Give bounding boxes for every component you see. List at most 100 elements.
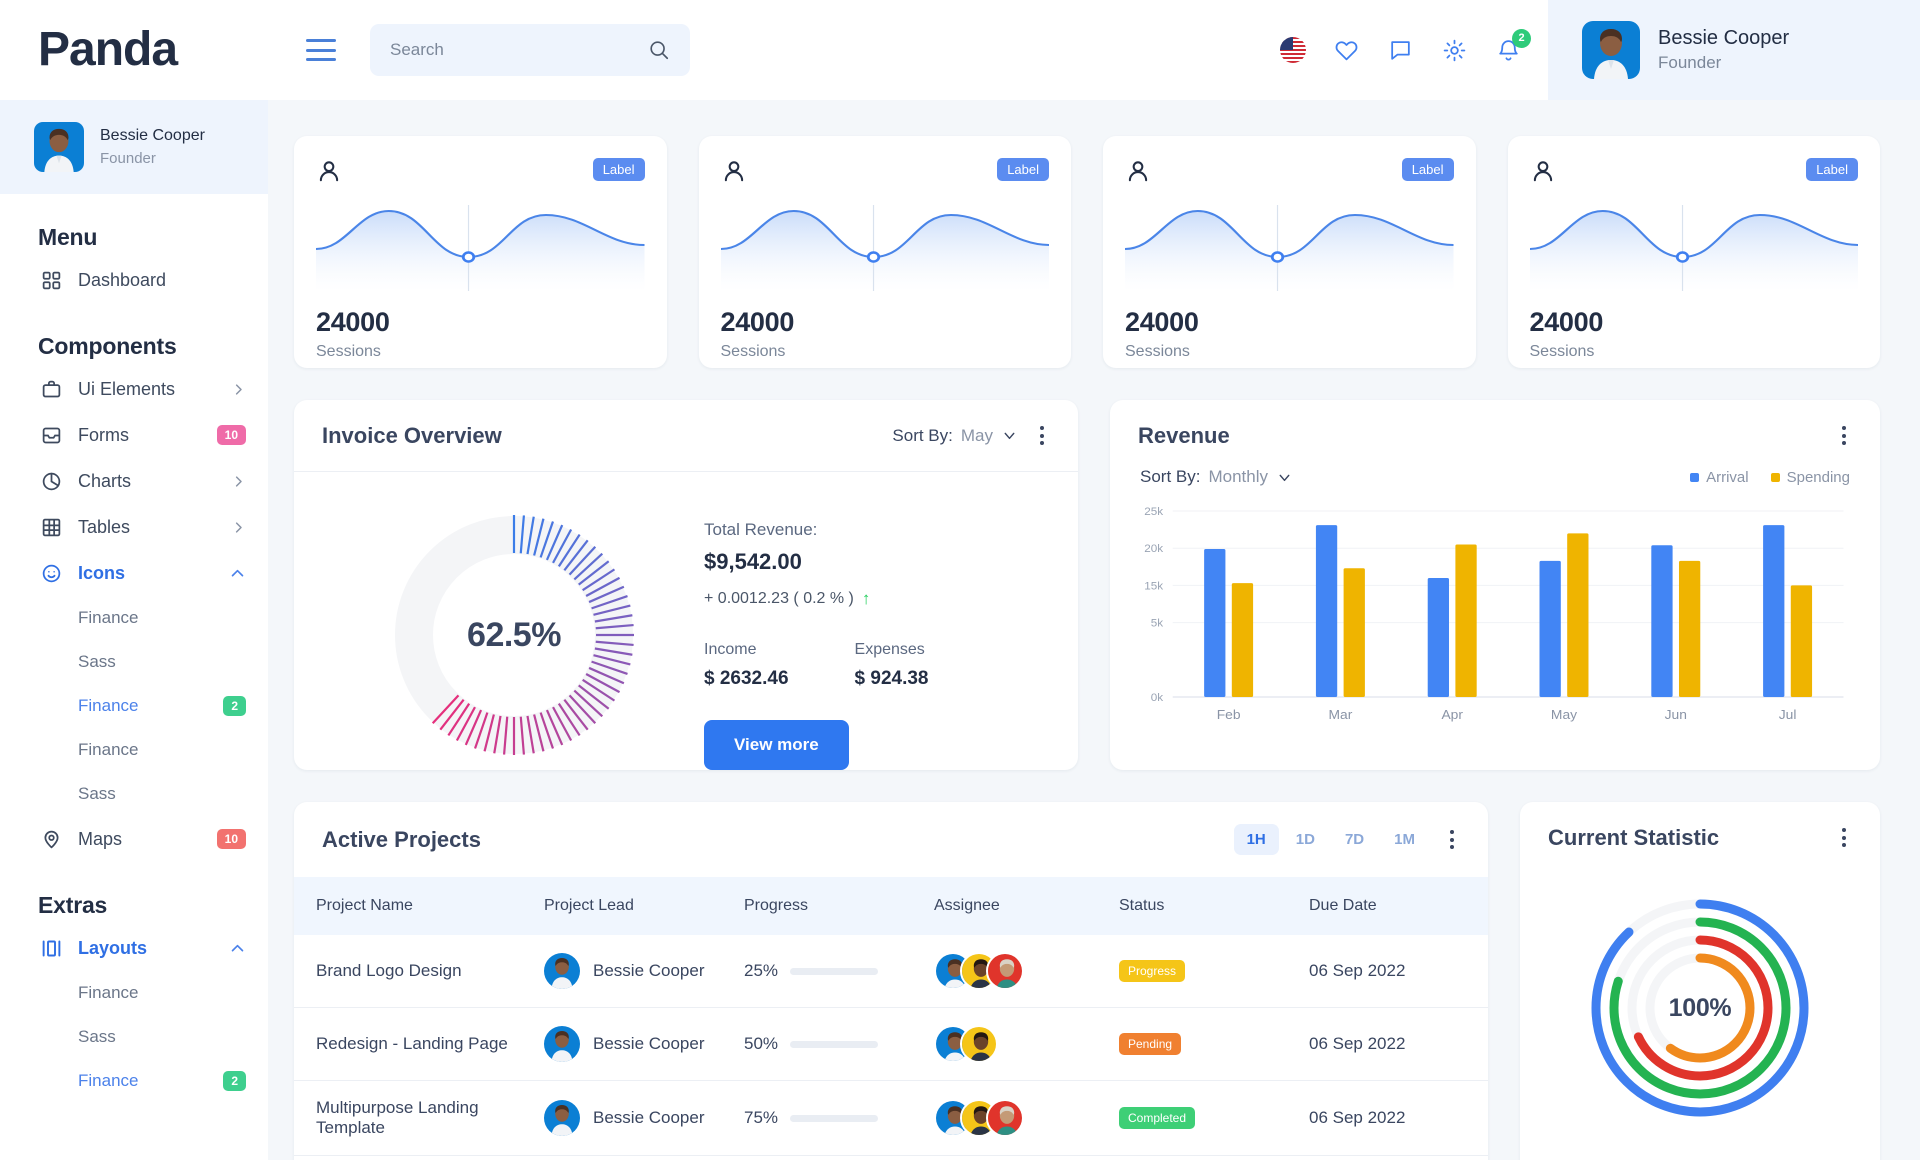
menu-toggle-icon[interactable] bbox=[306, 39, 336, 61]
sidebar-subitem-label: Finance bbox=[78, 1071, 139, 1090]
sidebar-item-maps[interactable]: Maps 10 bbox=[0, 816, 268, 862]
filter-7d[interactable]: 7D bbox=[1344, 831, 1365, 848]
svg-text:Jul: Jul bbox=[1779, 707, 1797, 722]
cell-assignee bbox=[934, 1155, 1119, 1160]
filter-1d[interactable]: 1D bbox=[1295, 831, 1315, 848]
table-row[interactable]: Brand Logo Design Bessie Cooper 25% Progres… bbox=[294, 935, 1488, 1008]
cell-project-lead: Bessie Cooper bbox=[544, 1155, 744, 1160]
col-assignee[interactable]: Assignee bbox=[934, 877, 1119, 935]
table-row[interactable]: Redesign - Landing Page Bessie Cooper 50% P… bbox=[294, 1007, 1488, 1081]
sidebar-subitem-layout-finance-1[interactable]: Finance bbox=[0, 971, 268, 1015]
projects-more-menu-icon[interactable] bbox=[1444, 826, 1460, 853]
chevron-right-icon[interactable] bbox=[231, 382, 246, 397]
sidebar-subitem-finance-2[interactable]: Finance 2 bbox=[0, 684, 268, 728]
chevron-up-icon[interactable] bbox=[229, 565, 246, 582]
filter-1m[interactable]: 1M bbox=[1394, 831, 1415, 848]
invoice-sort-dropdown[interactable]: Sort By: May bbox=[892, 426, 1018, 446]
brand-zone: Panda bbox=[0, 0, 268, 100]
chevron-down-icon[interactable] bbox=[1001, 427, 1018, 444]
projects-table: Project Name Project Lead Progress Assig… bbox=[294, 877, 1488, 1160]
user-icon bbox=[1125, 158, 1151, 189]
table-row[interactable]: Multipurpose Landing Template Bessie Coop… bbox=[294, 1080, 1488, 1156]
sort-value: May bbox=[960, 425, 993, 445]
sidebar-item-layouts[interactable]: Layouts bbox=[0, 925, 268, 971]
profile-chip[interactable]: Bessie Cooper Founder bbox=[1548, 0, 1920, 100]
sidebar-item-tables[interactable]: Tables bbox=[0, 504, 268, 550]
svg-text:Mar: Mar bbox=[1329, 707, 1353, 722]
stat-card[interactable]: Label 24000 Sessions bbox=[698, 136, 1071, 368]
sidebar-subitem-layout-finance-2[interactable]: Finance 2 bbox=[0, 1059, 268, 1103]
cell-due-date: 06 Sep 2022 bbox=[1309, 1007, 1488, 1081]
revenue-bar-chart: 25k 20k 15k 5k 0k Feb Mar Apr May Jun Jul bbox=[1110, 487, 1880, 736]
stat-card-label: Label bbox=[1401, 158, 1454, 181]
sidebar-item-label: Dashboard bbox=[78, 269, 167, 290]
revenue-more-menu-icon[interactable] bbox=[1836, 422, 1852, 449]
sidebar-subitem-label: Sass bbox=[78, 784, 116, 803]
heart-icon[interactable] bbox=[1333, 37, 1360, 64]
chevron-up-icon[interactable] bbox=[229, 940, 246, 957]
active-projects-panel: Active Projects 1H 1D 7D 1M bbox=[294, 802, 1488, 1160]
stat-card-value: 24000 bbox=[720, 307, 795, 337]
legend-item-arrival: Arrival bbox=[1690, 469, 1749, 486]
stat-card[interactable]: Label 24000 Sessions bbox=[1103, 136, 1476, 368]
sidebar-profile[interactable]: Bessie Cooper Founder bbox=[0, 100, 268, 194]
sort-label: Sort By: bbox=[892, 425, 953, 445]
sidebar-item-icons[interactable]: Icons bbox=[0, 550, 268, 596]
middle-row: Invoice Overview Sort By: May bbox=[294, 400, 1880, 770]
status-badge: Pending bbox=[1119, 1033, 1182, 1055]
chevron-right-icon[interactable] bbox=[231, 520, 246, 535]
col-project-name[interactable]: Project Name bbox=[294, 877, 544, 935]
cell-due-date: 06 Sep 2022 bbox=[1309, 935, 1488, 1008]
gear-icon[interactable] bbox=[1441, 37, 1468, 64]
cell-assignee bbox=[934, 1080, 1119, 1156]
sidebar-subitem-finance-3[interactable]: Finance bbox=[0, 728, 268, 772]
sidebar-section-extras: Extras bbox=[38, 892, 108, 918]
sidebar-subitem-finance-1[interactable]: Finance bbox=[0, 596, 268, 640]
stat-card[interactable]: Label 24000 Se bbox=[294, 136, 667, 368]
stat-card-value: 24000 bbox=[1125, 307, 1199, 337]
sidebar-subitem-label: Sass bbox=[78, 1027, 116, 1046]
sidebar-item-charts[interactable]: Charts bbox=[0, 458, 268, 504]
col-due-date[interactable]: Due Date bbox=[1309, 877, 1488, 935]
revenue-sort-dropdown[interactable]: Sort By: Monthly bbox=[1140, 467, 1293, 487]
invoice-more-menu-icon[interactable] bbox=[1034, 422, 1050, 449]
bell-icon[interactable]: 2 bbox=[1495, 28, 1531, 64]
cell-status: Progress bbox=[1119, 935, 1309, 1008]
sidebar-subitem-sass-2[interactable]: Sass bbox=[0, 772, 268, 816]
view-more-button[interactable]: View more bbox=[704, 720, 849, 770]
app-logo[interactable]: Panda bbox=[38, 23, 178, 76]
sidebar-item-dashboard[interactable]: Dashboard bbox=[0, 257, 268, 303]
sidebar-item-ui-elements[interactable]: Ui Elements bbox=[0, 366, 268, 412]
col-status[interactable]: Status bbox=[1119, 877, 1309, 935]
chevron-down-icon[interactable] bbox=[1276, 469, 1293, 486]
col-progress[interactable]: Progress bbox=[744, 877, 934, 935]
sidebar-subitem-sass-1[interactable]: Sass bbox=[0, 640, 268, 684]
progress-bar bbox=[790, 1040, 879, 1048]
statistic-more-menu-icon[interactable] bbox=[1836, 824, 1852, 851]
filter-1h[interactable]: 1H bbox=[1233, 824, 1279, 855]
top-bar: Panda bbox=[0, 0, 1920, 100]
cell-project-lead: Bessie Cooper bbox=[544, 1080, 744, 1156]
col-project-lead[interactable]: Project Lead bbox=[544, 877, 744, 935]
sidebar-subitem-layout-sass-1[interactable]: Sass bbox=[0, 1015, 268, 1059]
stat-card-caption: Sessions bbox=[1529, 343, 1595, 360]
search-icon[interactable] bbox=[648, 39, 670, 61]
sidebar-item-forms[interactable]: Forms 10 bbox=[0, 412, 268, 458]
sidebar-subitem-label: Sass bbox=[78, 652, 116, 671]
panel-title: Invoice Overview bbox=[322, 422, 502, 448]
search-input[interactable] bbox=[390, 40, 648, 60]
flag-us-icon[interactable] bbox=[1279, 37, 1306, 64]
progress-value: 75% bbox=[744, 1108, 779, 1127]
stat-card[interactable]: Label 24000 Sessions bbox=[1507, 136, 1880, 368]
main-content: Label 24000 Se bbox=[268, 100, 1920, 1160]
svg-text:25k: 25k bbox=[1144, 506, 1163, 518]
user-icon bbox=[316, 158, 342, 189]
chat-icon[interactable] bbox=[1387, 37, 1414, 64]
chevron-right-icon[interactable] bbox=[231, 474, 246, 489]
search-box[interactable] bbox=[370, 24, 690, 76]
total-revenue-value: $9,542.00 bbox=[704, 549, 802, 574]
revenue-delta: + 0.0012.23 ( 0.2 % ) bbox=[704, 590, 854, 607]
sidebar-item-label: Icons bbox=[78, 562, 126, 583]
cell-progress: 50% bbox=[744, 1155, 934, 1160]
